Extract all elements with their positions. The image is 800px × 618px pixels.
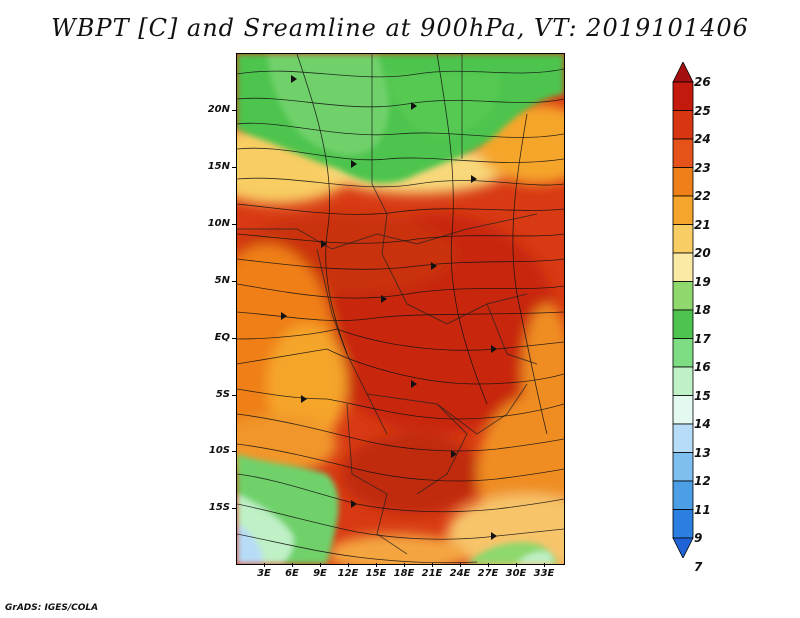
colorbar-swatch	[672, 395, 694, 425]
y-tick-label: 10S	[208, 445, 230, 456]
colorbar-label: 13	[694, 445, 711, 460]
wbpt-field	[237, 54, 564, 564]
colorbar-swatch	[672, 81, 694, 111]
colorbar-label: 20	[694, 246, 711, 260]
colorbar-swatch	[672, 423, 694, 453]
x-tick	[488, 563, 489, 567]
x-tick	[348, 563, 349, 567]
colorbar-label: 18	[694, 303, 711, 317]
x-tick	[404, 563, 405, 567]
x-tick	[544, 563, 545, 567]
colorbar	[672, 62, 694, 558]
x-tick	[376, 563, 377, 567]
y-tick	[232, 338, 236, 339]
y-tick-label: 15S	[208, 502, 230, 513]
colorbar-label: 11	[694, 502, 711, 517]
colorbar-swatch	[672, 509, 694, 539]
y-tick-label: 5N	[214, 275, 230, 286]
colorbar-swatch	[672, 452, 694, 482]
colorbar-swatch	[672, 309, 694, 339]
colorbar-swatch	[672, 281, 694, 311]
x-tick-label: 30E	[505, 568, 527, 579]
y-tick	[232, 167, 236, 168]
x-tick-label: 9E	[313, 568, 327, 579]
colorbar-swatch	[672, 138, 694, 168]
x-tick-label: 6E	[285, 568, 299, 579]
y-tick-label: 20N	[207, 104, 230, 115]
colorbar-label: 19	[694, 274, 711, 289]
x-tick-label: 21E	[421, 568, 443, 579]
x-tick-label: 12E	[337, 568, 359, 579]
colorbar-label: 9	[694, 531, 703, 545]
y-tick	[232, 395, 236, 396]
colorbar-swatch	[672, 338, 694, 368]
x-tick-label: 27E	[477, 568, 499, 579]
y-tick	[232, 110, 236, 111]
colorbar-label: 25	[694, 103, 711, 118]
y-tick-label: EQ	[214, 332, 230, 343]
colorbar-label: 26	[694, 75, 711, 89]
x-tick	[460, 563, 461, 567]
y-tick-label: 15N	[207, 161, 230, 172]
x-tick-label: 18E	[393, 568, 415, 579]
map-panel	[236, 53, 565, 565]
x-tick	[432, 563, 433, 567]
x-tick-label: 24E	[449, 568, 471, 579]
colorbar-swatch	[672, 224, 694, 254]
colorbar-swatch	[672, 252, 694, 282]
colorbar-swatch	[672, 195, 694, 225]
colorbar-swatch	[672, 167, 694, 197]
colorbar-bottom-triangle	[672, 537, 694, 558]
colorbar-label: 24	[694, 132, 711, 146]
y-tick	[232, 224, 236, 225]
x-tick-label: 15E	[365, 568, 387, 579]
colorbar-label: 23	[694, 160, 711, 175]
y-tick	[232, 451, 236, 452]
x-tick-label: 3E	[257, 568, 271, 579]
colorbar-swatch	[672, 480, 694, 510]
x-tick	[516, 563, 517, 567]
y-tick-label: 5S	[215, 389, 230, 400]
grads-credit: GrADS: IGES/COLA	[5, 603, 99, 613]
chart-title: WBPT [C] and Sreamline at 900hPa, VT: 20…	[51, 14, 749, 42]
y-tick	[232, 281, 236, 282]
colorbar-top-triangle	[672, 62, 694, 83]
x-tick	[292, 563, 293, 567]
colorbar-label: 15	[694, 388, 711, 403]
x-tick-label: 33E	[533, 568, 555, 579]
y-tick-label: 10N	[207, 218, 230, 229]
colorbar-label: 22	[694, 189, 711, 203]
y-tick	[232, 508, 236, 509]
colorbar-label: 7	[694, 559, 703, 574]
x-tick	[320, 563, 321, 567]
colorbar-label: 12	[694, 474, 711, 488]
colorbar-label: 14	[694, 417, 711, 431]
colorbar-label: 16	[694, 360, 711, 374]
x-tick	[264, 563, 265, 567]
colorbar-label: 21	[694, 217, 711, 232]
colorbar-swatch	[672, 366, 694, 396]
colorbar-label: 17	[694, 331, 711, 346]
colorbar-swatch	[672, 110, 694, 140]
